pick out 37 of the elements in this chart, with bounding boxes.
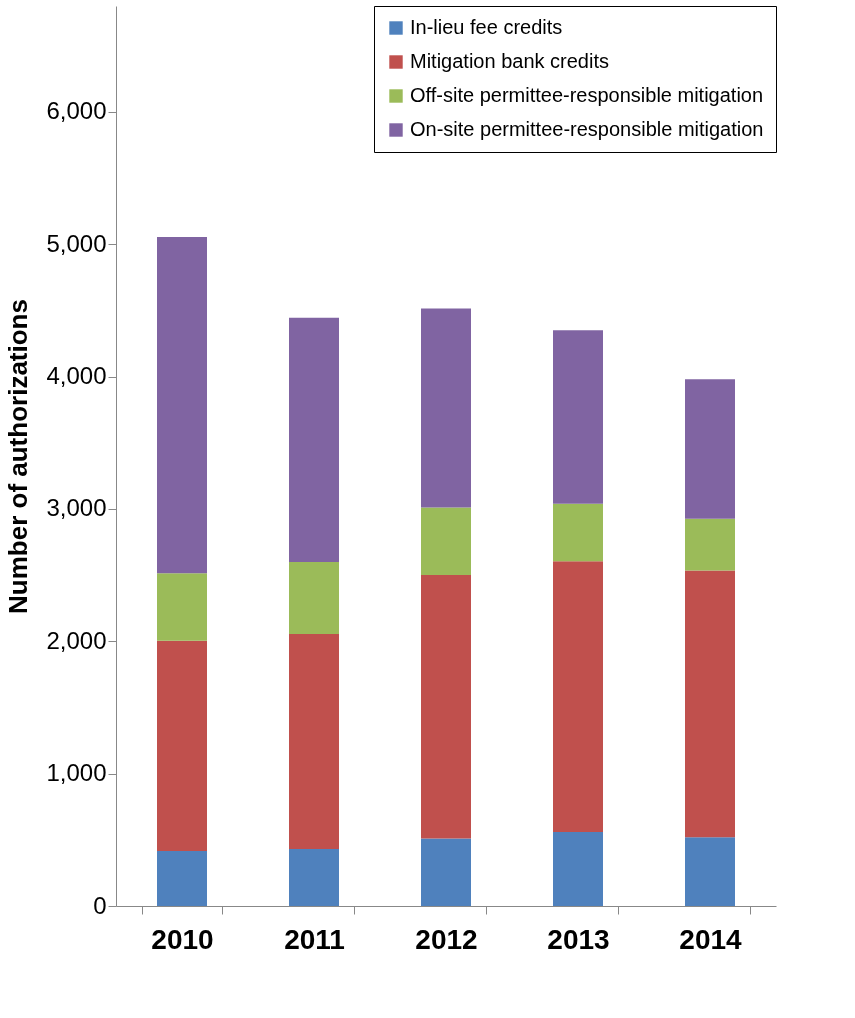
bar [553,330,603,504]
legend-label: In-lieu fee credits [410,16,563,38]
legend-label: Mitigation bank credits [410,50,609,72]
y-tick-label: 1,000 [46,759,107,787]
bar [157,640,207,852]
y-tick-label: 2,000 [46,626,107,654]
bar [421,507,471,576]
bar [157,573,207,641]
y-tick-label: 0 [93,891,107,919]
bar [421,838,471,906]
bar [289,317,339,562]
bar [685,379,735,519]
bar [157,236,207,574]
bar [157,851,207,906]
legend-label: Off-site permittee-responsible mitigation [410,84,764,106]
bar [289,634,339,850]
x-tick-label: 2012 [415,923,478,955]
y-tick-label: 6,000 [46,97,107,125]
y-tick-label: 5,000 [46,229,107,257]
bar [685,570,735,838]
bar [289,849,339,906]
y-tick-label: 3,000 [46,494,107,522]
x-tick-label: 2014 [679,923,743,955]
bar [685,837,735,906]
x-tick-label: 2013 [547,923,610,955]
bar [553,831,603,906]
bar [421,575,471,839]
y-tick-label: 4,000 [46,362,107,390]
bar [553,561,603,832]
bar [421,308,471,508]
bar [553,503,603,562]
legend-label: On-site permittee-responsible mitigation [410,118,764,140]
bar [685,518,735,571]
bar [289,561,339,635]
y-axis-title: Number of authorizations [3,299,34,614]
x-tick-label: 2010 [151,923,214,955]
x-tick-label: 2011 [284,923,345,955]
